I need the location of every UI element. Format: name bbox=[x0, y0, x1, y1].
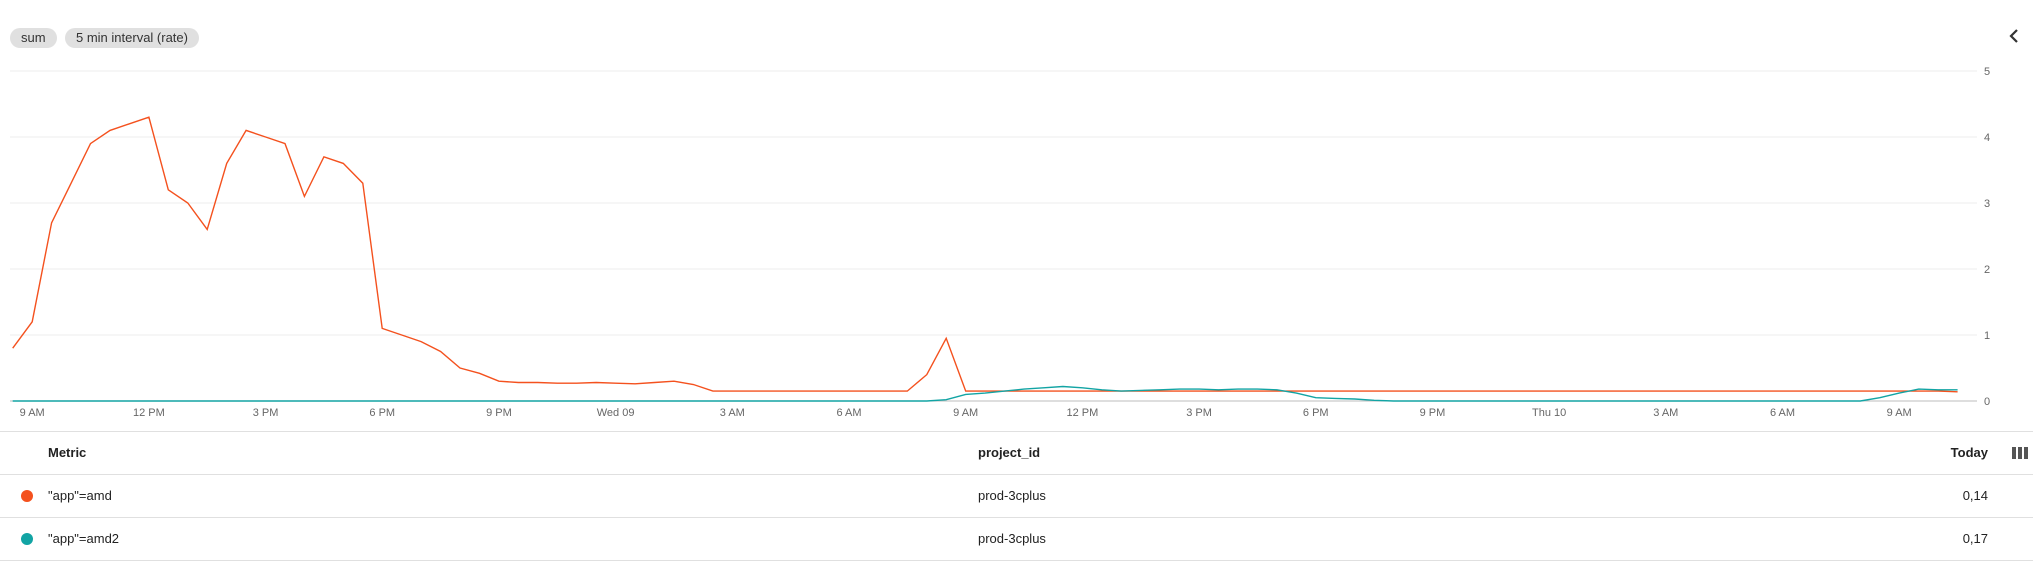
x-tick-label: 3 PM bbox=[253, 407, 279, 419]
column-header[interactable]: project_id bbox=[978, 445, 1041, 460]
y-tick-label: 2 bbox=[1984, 264, 1990, 276]
y-tick-label: 4 bbox=[1984, 132, 1990, 144]
x-tick-label: 6 PM bbox=[1303, 407, 1329, 419]
table-cell: "app"=amd bbox=[48, 488, 112, 503]
chart: 0 1 2 3 4 5 9 AM 12 PM 3 PM 6 PM 9 PM Wed 09 3 AM 6 A… bbox=[0, 29, 2033, 432]
x-tick-label: 3 AM bbox=[720, 407, 745, 419]
x-tick-label: Wed 09 bbox=[597, 407, 635, 419]
table-header: Metric project_id Today bbox=[0, 432, 2033, 475]
table-cell: "app"=amd2 bbox=[48, 531, 120, 546]
x-tick-label: 6 PM bbox=[369, 407, 395, 419]
legend-dot bbox=[21, 490, 33, 502]
table-cell: prod-3cplus bbox=[978, 488, 1046, 503]
column-header[interactable]: Today bbox=[1950, 445, 1988, 460]
x-tick-label: 9 AM bbox=[20, 407, 45, 419]
x-tick-label: 6 AM bbox=[1770, 407, 1795, 419]
y-tick-label: 1 bbox=[1984, 330, 1990, 342]
table-cell: 0,14 bbox=[1962, 488, 1988, 503]
x-tick-label: 3 AM bbox=[1653, 407, 1678, 419]
table-cell: prod-3cplus bbox=[978, 531, 1046, 546]
table-row[interactable]: "app"=amd2 prod-3cplus 0,17 bbox=[0, 518, 2033, 561]
column-header[interactable]: Metric bbox=[48, 445, 87, 460]
series-line bbox=[12, 385, 1958, 402]
table-row[interactable]: "app"=amd prod-3cplus 0,14 bbox=[0, 475, 2033, 518]
y-tick-label: 5 bbox=[1984, 66, 1990, 78]
collapse-button[interactable] bbox=[2009, 29, 2018, 43]
table: Metric project_id Today "app"=amd prod-3c… bbox=[0, 432, 2033, 561]
x-tick-label: 9 AM bbox=[953, 407, 978, 419]
y-tick-label: 3 bbox=[1984, 198, 1990, 210]
table-cell: 0,17 bbox=[1962, 531, 1988, 546]
chip[interactable]: sum bbox=[10, 28, 57, 48]
columns-icon[interactable] bbox=[2011, 446, 2029, 460]
legend-dot bbox=[21, 533, 33, 545]
y-tick-label: 0 bbox=[1984, 396, 1990, 408]
x-tick-label: 12 PM bbox=[133, 407, 165, 419]
x-tick-label: 6 AM bbox=[836, 407, 861, 419]
x-tick-label: 12 PM bbox=[1066, 407, 1098, 419]
x-tick-label: Thu 10 bbox=[1532, 407, 1566, 419]
x-tick-label: 9 AM bbox=[1887, 407, 1912, 419]
x-tick-label: 3 PM bbox=[1186, 407, 1212, 419]
x-tick-label: 9 PM bbox=[1420, 407, 1446, 419]
chip[interactable]: 5 min interval (rate) bbox=[65, 28, 199, 48]
x-tick-label: 9 PM bbox=[486, 407, 512, 419]
series-line bbox=[12, 116, 1958, 393]
